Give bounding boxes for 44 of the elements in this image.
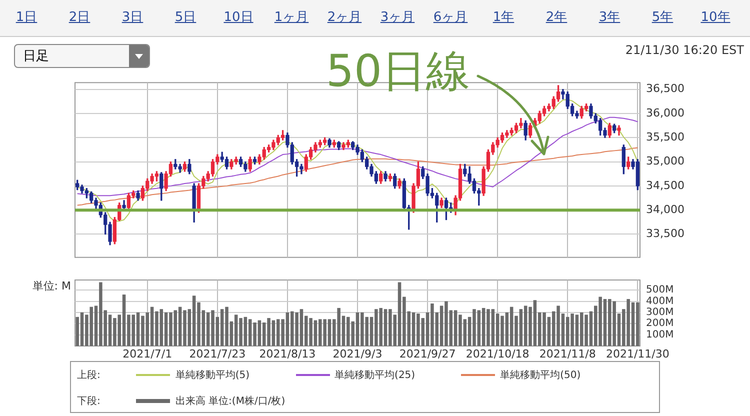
- category-label: 1日: [14, 9, 38, 27]
- y-tick-label: 200M: [646, 318, 674, 330]
- y-tick-label: 400M: [646, 296, 674, 307]
- legend-label: 出来高 単位:(M株/口/枚): [175, 394, 286, 408]
- y-tick-label: 36,500: [646, 82, 684, 96]
- category-label: 2年: [544, 9, 568, 27]
- text: 上段:: [77, 368, 100, 382]
- x-tick-label: 2021/9/3: [332, 347, 382, 360]
- legend-label: 単純移動平均(50): [500, 369, 581, 382]
- legend-label: 単純移動平均(25): [334, 369, 416, 382]
- x-tick-label: 2021/7/1: [122, 347, 172, 360]
- category-label: 3年: [598, 9, 622, 27]
- y-tick-label: 500M: [646, 284, 674, 296]
- y-tick-label: 100M: [646, 329, 674, 340]
- text: 下段:: [77, 395, 100, 408]
- category-label: 5年: [650, 9, 674, 27]
- text: 21/11/30 16:20 EST: [625, 43, 744, 57]
- y-axis-title: 単位: M: [32, 279, 71, 292]
- category-label: 10日: [222, 9, 254, 27]
- category-label: 1年: [492, 9, 516, 27]
- text: 日足: [23, 49, 49, 64]
- category-label: 5日: [174, 9, 198, 27]
- x-tick-label: 2021/8/13: [259, 347, 316, 360]
- y-tick-label: 300M: [646, 307, 674, 318]
- x-tick-label: 2021/10/18: [466, 347, 530, 360]
- x-tick-label: 2021/11/30: [606, 347, 670, 360]
- category-label: 10年: [700, 9, 732, 27]
- y-tick-label: 34,000: [646, 202, 684, 216]
- y-tick-label: 34,500: [646, 178, 684, 192]
- x-tick-label: 2021/11/8: [539, 347, 596, 360]
- category-label: 2ヶ月: [326, 9, 363, 27]
- x-tick-label: 2021/7/23: [189, 347, 246, 360]
- legend-label: 単純移動平均(5): [175, 369, 250, 382]
- annotation: 50日線: [326, 46, 470, 98]
- y-tick-label: 35,500: [646, 130, 684, 144]
- x-tick-label: 2021/9/27: [399, 347, 456, 360]
- category-label: 3日: [120, 9, 144, 27]
- y-tick-label: 33,500: [646, 227, 684, 240]
- category-label: 6ヶ月: [432, 9, 469, 27]
- category-label: 2日: [68, 9, 92, 27]
- category-label: 3ヶ月: [379, 9, 416, 27]
- y-tick-label: 36,000: [646, 106, 684, 120]
- y-tick-label: 35,000: [646, 154, 684, 168]
- category-label: 1ヶ月: [273, 9, 310, 27]
